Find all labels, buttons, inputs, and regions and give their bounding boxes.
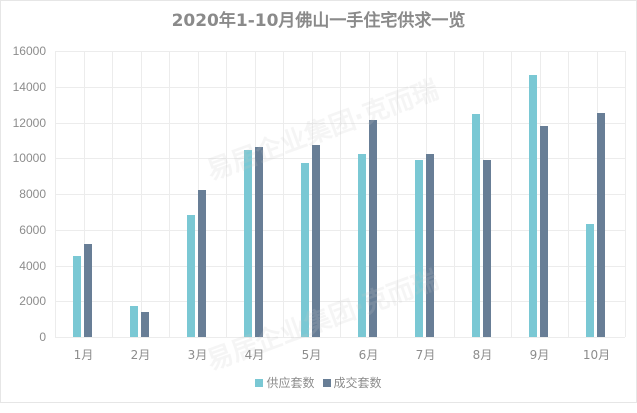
legend: 供应套数 成交套数 [0, 374, 637, 391]
gridline-vertical [169, 51, 170, 337]
gridline-vertical [568, 51, 569, 337]
plot-area [55, 51, 626, 338]
legend-label-supply: 供应套数 [266, 376, 315, 390]
x-tick-label: 7月 [415, 348, 436, 362]
y-tick-label: 10000 [12, 151, 46, 166]
bar-deals[interactable] [539, 126, 548, 337]
bar-deals[interactable] [596, 112, 605, 337]
bar-deals[interactable] [83, 244, 92, 337]
legend-swatch-supply [255, 378, 264, 387]
chart-title: 2020年1-10月佛山一手住宅供求一览 [171, 11, 466, 31]
bar-deals[interactable] [197, 190, 206, 337]
bar-supply[interactable] [243, 150, 252, 337]
bar-deals[interactable] [254, 147, 263, 337]
gridline-vertical [511, 51, 512, 337]
y-tick-label: 12000 [12, 115, 46, 130]
gridline-vertical [340, 51, 341, 337]
x-tick-label: 8月 [472, 348, 493, 362]
x-tick-label: 6月 [358, 348, 379, 362]
bar-supply[interactable] [414, 160, 423, 337]
gridline-vertical [454, 51, 455, 337]
bar-supply[interactable] [72, 256, 81, 337]
gridline-vertical [112, 51, 113, 337]
gridline-vertical [625, 51, 626, 337]
bar-deals[interactable] [311, 144, 320, 337]
gridline-vertical [140, 51, 142, 337]
gridline-vertical [83, 51, 85, 337]
gridline-vertical [226, 51, 227, 337]
y-tick-label: 2000 [19, 294, 46, 309]
legend-item-deals[interactable]: 成交套数 [322, 374, 382, 391]
bar-deals[interactable] [140, 311, 149, 337]
x-tick-label: 4月 [244, 348, 265, 362]
y-tick-label: 4000 [19, 258, 46, 273]
bar-deals[interactable] [368, 119, 377, 337]
y-tick-label: 0 [39, 330, 46, 344]
y-tick-label: 6000 [19, 222, 46, 237]
bar-supply[interactable] [585, 223, 594, 337]
bar-supply[interactable] [528, 75, 537, 337]
bar-supply[interactable] [186, 214, 195, 337]
x-tick-label: 3月 [187, 348, 208, 362]
legend-item-supply[interactable]: 供应套数 [255, 374, 315, 391]
legend-swatch-deals [322, 378, 331, 387]
x-tick-label: 1月 [73, 348, 94, 362]
x-tick-label: 2月 [130, 348, 151, 362]
gridline-vertical [397, 51, 398, 337]
bar-deals[interactable] [425, 153, 434, 337]
bar-supply[interactable] [300, 162, 309, 337]
bar-deals[interactable] [482, 160, 491, 337]
y-tick-label: 8000 [19, 187, 46, 201]
legend-label-deals: 成交套数 [333, 376, 382, 390]
y-tick-label: 14000 [12, 79, 46, 94]
x-tick-label: 9月 [529, 348, 550, 362]
x-tick-label: 5月 [301, 348, 322, 362]
bar-supply[interactable] [357, 153, 366, 337]
gridline-vertical [283, 51, 284, 337]
x-tick-label: 10月 [582, 348, 611, 362]
gridline-horizontal [55, 337, 625, 338]
gridline-vertical [55, 51, 56, 337]
bar-supply[interactable] [471, 114, 480, 337]
y-tick-label: 16000 [12, 44, 46, 58]
bar-supply[interactable] [129, 305, 138, 337]
